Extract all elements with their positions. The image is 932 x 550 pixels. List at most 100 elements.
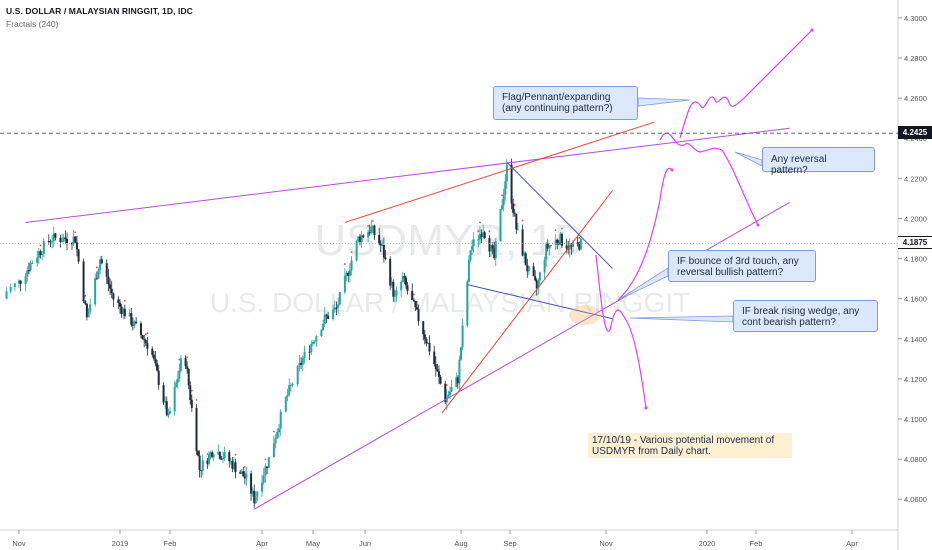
candle-down	[100, 259, 103, 264]
candle-down	[77, 249, 80, 262]
fractal-marker	[74, 231, 77, 234]
candle-up	[5, 291, 8, 299]
candle-up	[504, 181, 507, 195]
candle-down	[493, 248, 496, 259]
candle-up	[133, 321, 136, 326]
candle-up	[537, 280, 540, 289]
candle-up	[26, 270, 29, 277]
time-tick-label: Jun	[359, 539, 371, 548]
scenario-reversal-arrow	[721, 149, 759, 226]
candle-down	[197, 451, 200, 456]
callout-reversal: Any reversal pattern?	[762, 147, 875, 176]
callout-flag-pointer	[637, 97, 691, 107]
candle-up	[554, 239, 557, 245]
candle-down	[19, 280, 22, 284]
candle-down	[362, 235, 365, 238]
fractal-marker	[488, 230, 491, 233]
candle-down	[422, 321, 425, 335]
candle-up	[320, 330, 323, 337]
candle-up	[355, 241, 358, 261]
candle-up	[223, 452, 226, 459]
candle-up	[478, 233, 481, 240]
candle-up	[89, 304, 92, 312]
candle-up	[357, 236, 360, 242]
candle-down	[156, 363, 159, 371]
candle-up	[24, 276, 27, 284]
candle-down	[412, 299, 415, 301]
candle-up	[284, 396, 287, 412]
candle-down	[327, 315, 330, 319]
candle-up	[261, 482, 263, 492]
candle-down	[389, 258, 392, 286]
candle-up	[31, 263, 34, 265]
candle-down	[70, 243, 73, 245]
indicator-label[interactable]: Fractals (240)	[6, 19, 59, 29]
candle-down	[107, 276, 110, 285]
price-tick-label: 4.1000	[904, 415, 927, 424]
price-tick-label: 4.1600	[904, 295, 927, 304]
arrowhead-bullish	[810, 28, 814, 32]
candle-down	[250, 473, 253, 494]
candle-up	[333, 307, 336, 310]
candle-up	[348, 270, 351, 276]
candle-down	[434, 364, 437, 370]
arrowhead-bounce	[670, 168, 674, 172]
candle-down	[392, 281, 395, 297]
candle-up	[18, 280, 20, 284]
candle-down	[560, 234, 563, 246]
candle-down	[157, 370, 160, 386]
price-tick-label: 4.2000	[904, 214, 927, 223]
candle-down	[27, 270, 30, 272]
candle-down	[347, 272, 350, 276]
candle-down	[39, 251, 42, 255]
candle-up	[516, 229, 519, 231]
fractal-marker	[561, 227, 563, 230]
candle-up	[466, 281, 469, 326]
candle-down	[165, 401, 168, 416]
candle-up	[278, 428, 280, 432]
candle-down	[184, 358, 187, 367]
candle-down	[66, 239, 69, 244]
candle-down	[146, 343, 149, 349]
candle-down	[513, 212, 516, 214]
candle-down	[358, 236, 361, 242]
candle-up	[29, 263, 32, 271]
candle-down	[120, 306, 123, 315]
candle-up	[51, 241, 54, 243]
candle-down	[578, 242, 581, 250]
candle-up	[37, 251, 40, 258]
fractal-marker	[501, 194, 503, 197]
symbol-title[interactable]: U.S. DOLLAR / MALAYSIAN RINGGIT, 1D, IDC	[6, 6, 193, 16]
candle-down	[144, 340, 147, 344]
candle-down	[414, 300, 417, 308]
candle-down	[189, 385, 192, 401]
candle-up	[338, 292, 341, 305]
candle-up	[315, 336, 318, 342]
candle-up	[460, 347, 462, 360]
candle-down	[198, 455, 201, 470]
fractal-marker	[243, 465, 246, 468]
candle-up	[256, 491, 259, 497]
candle-up	[267, 457, 270, 468]
candle-up	[472, 239, 475, 247]
candle-up	[232, 462, 235, 469]
candle-down	[325, 314, 328, 316]
candle-up	[62, 237, 65, 242]
candle-up	[296, 365, 299, 385]
candle-up	[313, 341, 316, 343]
candle-up	[345, 272, 348, 276]
candle-up	[527, 266, 530, 272]
fractal-marker	[144, 333, 147, 336]
candle-up	[381, 244, 384, 246]
price-tick-label: 4.2800	[904, 54, 927, 63]
candle-down	[190, 400, 193, 408]
candle-up	[87, 311, 90, 318]
candle-down	[488, 237, 491, 252]
scenario-bullish-arrow	[679, 29, 813, 139]
fractal-marker	[95, 266, 98, 269]
candle-up	[176, 378, 179, 383]
fractal-marker	[371, 220, 374, 222]
red-upper-line	[344, 121, 655, 223]
time-tick-label: Sep	[503, 539, 516, 548]
candle-up	[301, 358, 304, 365]
